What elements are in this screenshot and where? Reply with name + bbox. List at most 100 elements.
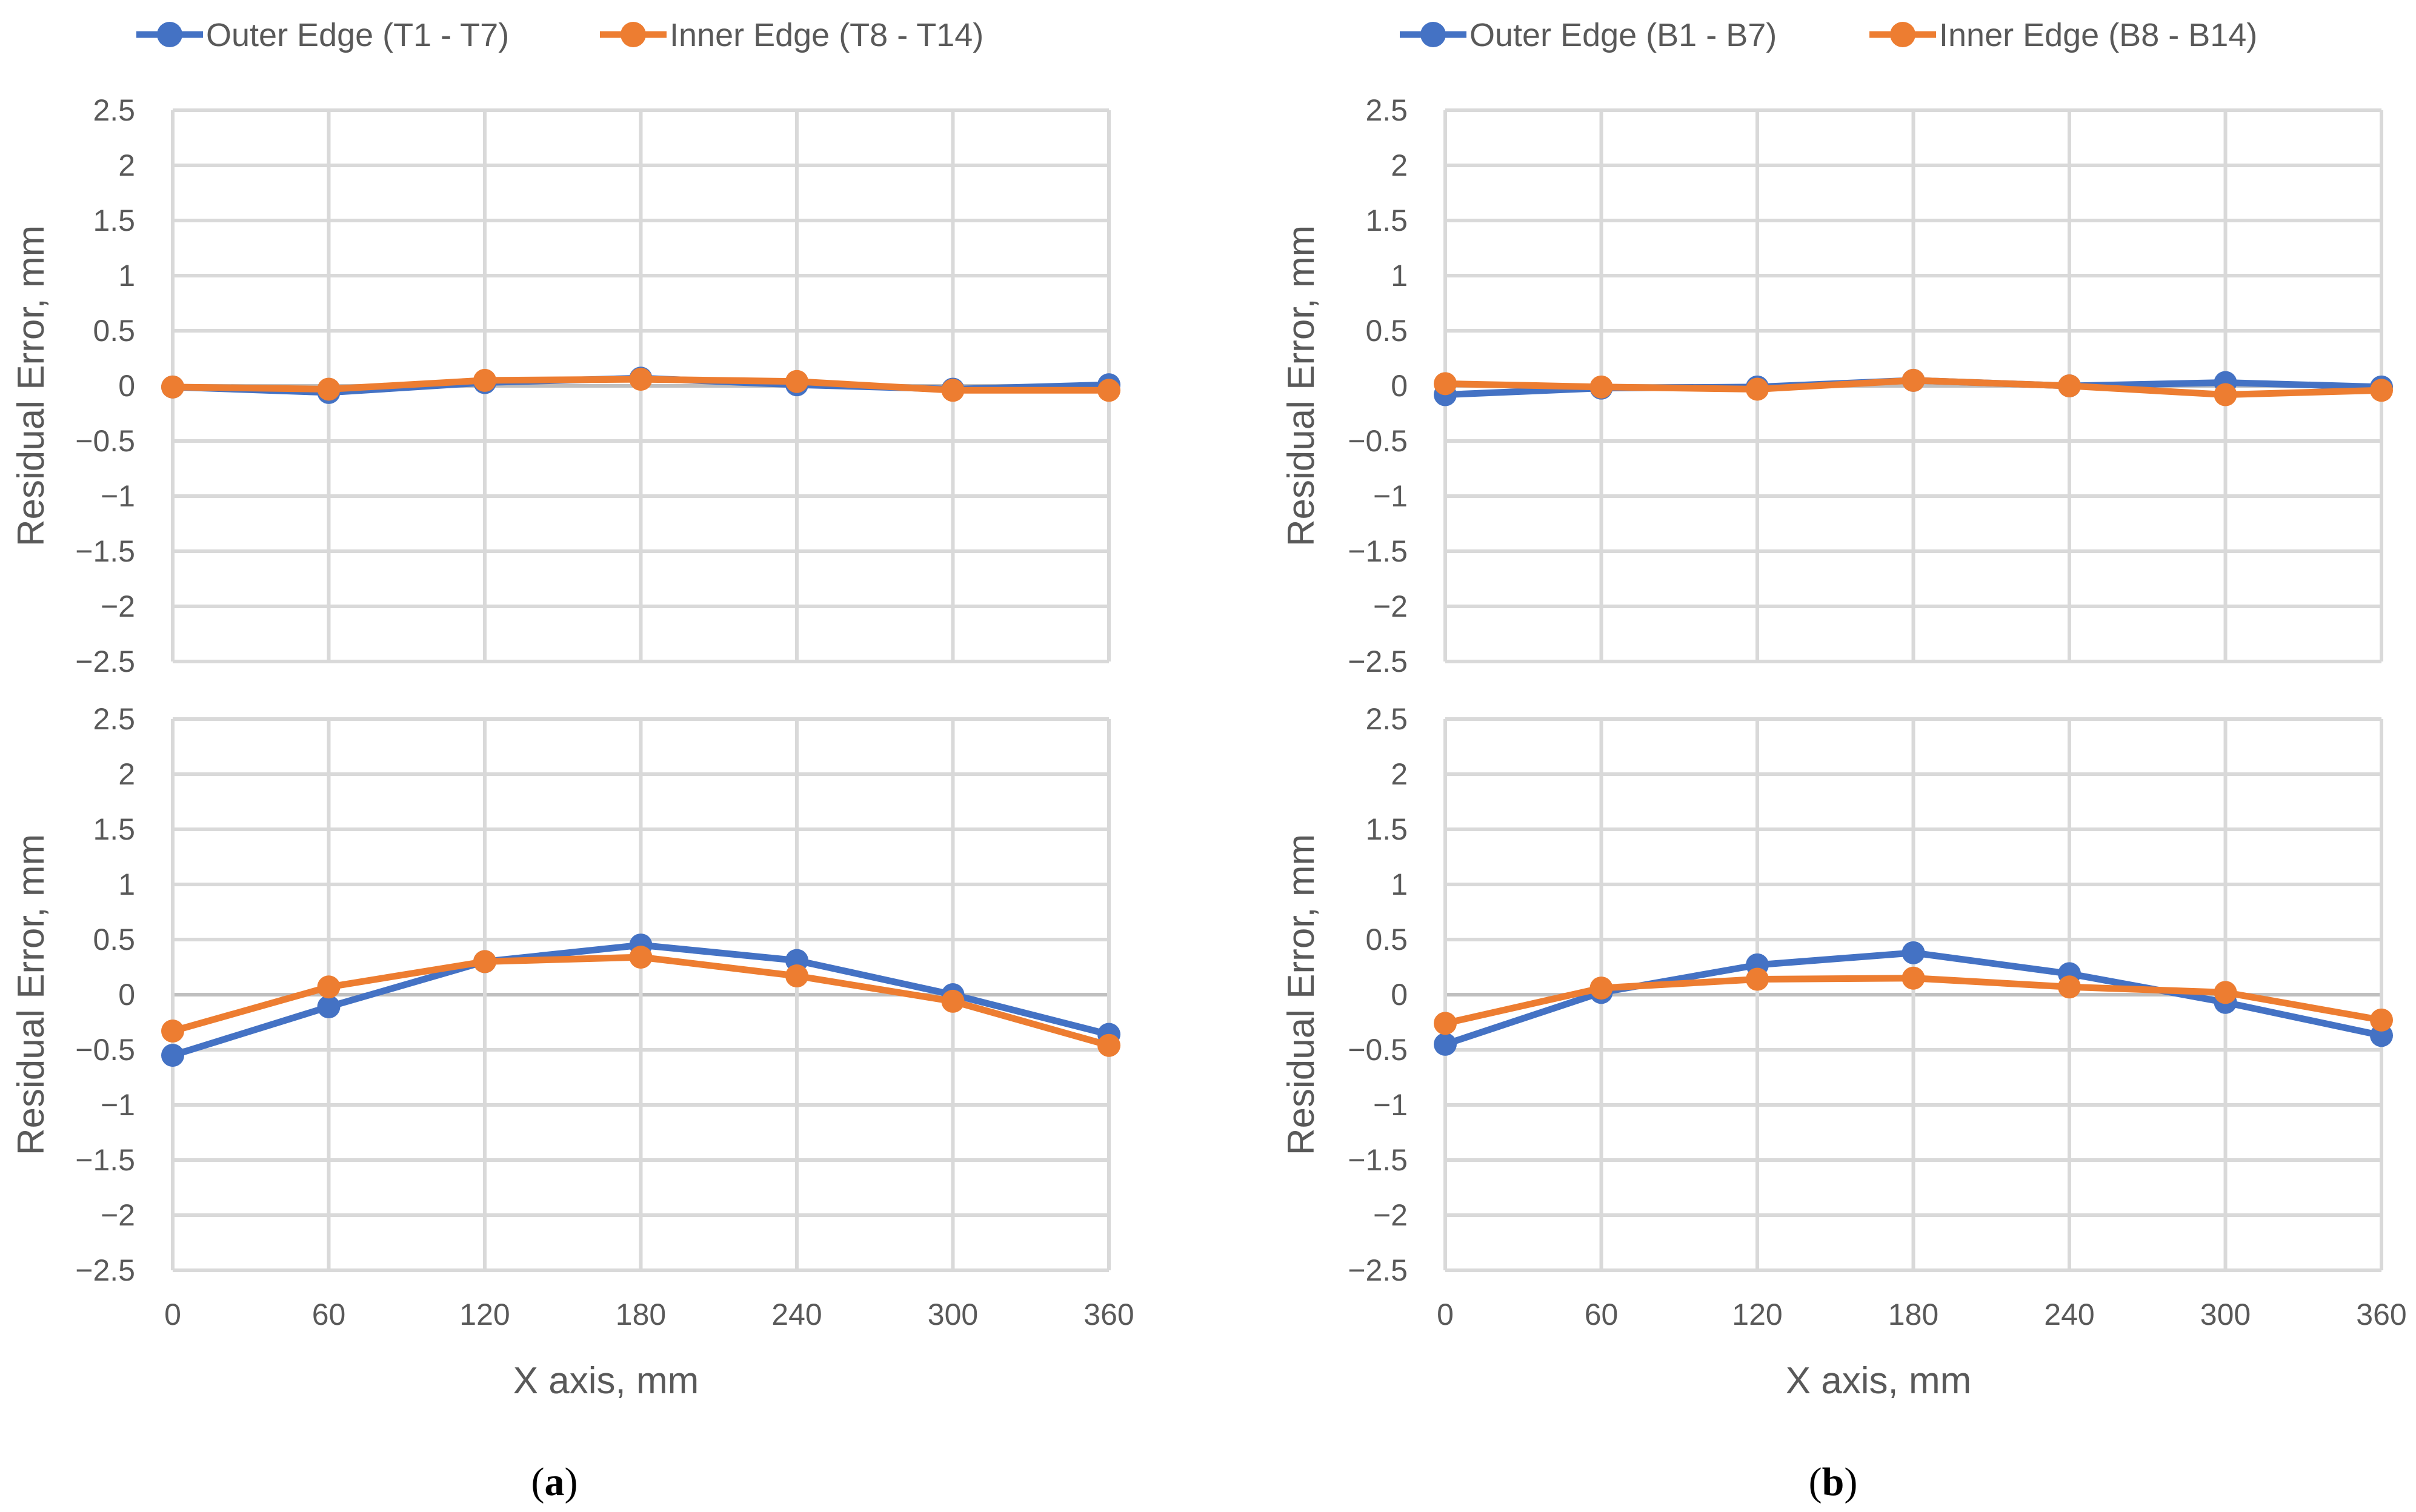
data-point-inner <box>1097 379 1120 402</box>
x-axis-title-b: X axis, mm <box>1786 1360 1972 1402</box>
y-tick-label: 1.5 <box>93 204 135 237</box>
y-tick-label: −1 <box>101 479 135 513</box>
y-tick-label: −1.5 <box>1348 1143 1408 1177</box>
data-point-inner <box>629 368 653 391</box>
y-tick-label: −2.5 <box>1348 645 1408 678</box>
data-point-inner <box>2370 379 2393 402</box>
y-axis-title: Residual Error, mm <box>1280 225 1322 547</box>
data-point-inner <box>1097 1033 1120 1057</box>
data-point-inner <box>2058 975 2081 999</box>
data-point-outer <box>1434 1032 1457 1056</box>
y-tick-label: −2.5 <box>1348 1253 1408 1287</box>
y-tick-label: −2.5 <box>75 645 135 678</box>
x-tick-label: 0 <box>1437 1298 1454 1331</box>
data-point-inner <box>941 989 965 1013</box>
data-point-outer <box>1902 941 1925 964</box>
data-point-inner <box>1434 372 1457 396</box>
x-tick-label: 180 <box>1888 1298 1938 1331</box>
y-axis-title: Residual Error, mm <box>1280 834 1322 1156</box>
y-tick-label: 1.5 <box>1365 204 1408 237</box>
y-tick-label: 1 <box>118 259 135 293</box>
y-tick-label: 2 <box>1391 757 1408 791</box>
data-point-inner <box>1902 368 1925 392</box>
data-point-inner <box>629 946 653 969</box>
y-tick-label: 0.5 <box>1365 314 1408 348</box>
data-point-inner <box>473 368 496 392</box>
x-tick-label: 120 <box>1732 1298 1782 1331</box>
y-tick-label: −2 <box>1373 1198 1408 1232</box>
data-point-inner <box>1589 375 1613 399</box>
x-tick-label: 60 <box>312 1298 346 1331</box>
data-point-inner <box>317 975 341 999</box>
y-tick-label: −2 <box>101 1198 135 1232</box>
data-point-inner <box>2058 374 2081 397</box>
data-point-inner <box>785 370 808 393</box>
y-tick-label: 2.5 <box>1365 702 1408 736</box>
y-tick-label: 0.5 <box>1365 923 1408 957</box>
data-point-inner <box>473 950 496 973</box>
y-tick-label: 1.5 <box>1365 812 1408 846</box>
data-point-outer <box>161 1044 184 1067</box>
data-point-inner <box>1746 967 1769 991</box>
y-tick-label: 0 <box>118 978 135 1012</box>
y-tick-label: −1.5 <box>75 1143 135 1177</box>
data-point-inner <box>1746 377 1769 401</box>
x-tick-label: 300 <box>2200 1298 2251 1331</box>
y-tick-label: 1 <box>1391 259 1408 293</box>
legend-b-outer-label: Outer Edge (B1 - B7) <box>1469 17 1777 53</box>
y-tick-label: −0.5 <box>75 1033 135 1067</box>
y-tick-label: −1.5 <box>75 534 135 568</box>
chart-a-bottom: 2.5 2 1.5 1 0.5 0 −0.5 −1 −1.5 −2 −2.5 0 60 120 180 240… <box>10 702 1134 1331</box>
x-tick-label: 240 <box>771 1298 822 1331</box>
x-tick-label: 120 <box>459 1298 510 1331</box>
y-tick-label: −1.5 <box>1348 534 1408 568</box>
x-axis-title-a: X axis, mm <box>513 1360 699 1402</box>
y-tick-label: −1 <box>101 1088 135 1122</box>
data-point-inner <box>785 964 808 988</box>
chart-a-top: 2.5 2 1.5 1 0.5 0 −0.5 −1 −1.5 −2 −2.5 Residual Err… <box>10 93 1120 678</box>
chart-b-bottom: 2.5 2 1.5 1 0.5 0 −0.5 −1 −1.5 −2 −2.5 0 60 120 180 240… <box>1280 702 2407 1331</box>
y-tick-label: −0.5 <box>1348 424 1408 458</box>
y-tick-label: 1 <box>1391 867 1408 901</box>
chart-b-top: 2.5 2 1.5 1 0.5 0 −0.5 −1 −1.5 −2 −2.5 Residual Err… <box>1280 93 2393 678</box>
x-tick-label: 0 <box>164 1298 181 1331</box>
y-tick-label: 1.5 <box>93 812 135 846</box>
y-tick-label: 2 <box>1391 148 1408 182</box>
panel-label-a: (a) <box>531 1460 578 1504</box>
legend-a-inner-label: Inner Edge (T8 - T14) <box>670 17 983 53</box>
data-point-inner <box>161 375 184 399</box>
data-point-inner <box>1589 976 1613 1000</box>
y-tick-label: 2 <box>118 148 135 182</box>
y-tick-label: 2 <box>118 757 135 791</box>
x-tick-label: 300 <box>928 1298 978 1331</box>
y-tick-label: −1 <box>1373 1088 1408 1122</box>
y-tick-label: 1 <box>118 867 135 901</box>
x-tick-label: 60 <box>1585 1298 1619 1331</box>
y-axis-title: Residual Error, mm <box>10 834 52 1156</box>
y-tick-label: 0.5 <box>93 923 135 957</box>
y-tick-label: 0 <box>118 369 135 403</box>
legend-a-outer-label: Outer Edge (T1 - T7) <box>206 17 509 53</box>
x-tick-label: 180 <box>616 1298 666 1331</box>
data-point-inner <box>1434 1012 1457 1035</box>
data-point-inner <box>2370 1008 2393 1032</box>
legend-a-outer-marker <box>157 22 182 47</box>
y-tick-label: 0.5 <box>93 314 135 348</box>
data-point-inner <box>1902 966 1925 990</box>
legend-a-inner-marker <box>621 22 646 47</box>
data-point-inner <box>2214 383 2237 406</box>
y-tick-label: −2 <box>101 589 135 623</box>
legend-b: Outer Edge (B1 - B7) Inner Edge (B8 - B1… <box>1400 17 2257 53</box>
x-tick-label: 360 <box>2356 1298 2406 1331</box>
y-tick-label: −0.5 <box>75 424 135 458</box>
y-tick-label: 2.5 <box>1365 93 1408 127</box>
x-tick-label: 360 <box>1083 1298 1134 1331</box>
legend-b-outer-marker <box>1420 22 1446 47</box>
y-tick-label: −1 <box>1373 479 1408 513</box>
y-tick-label: 0 <box>1391 978 1408 1012</box>
legend-b-inner-marker <box>1890 22 1915 47</box>
y-tick-label: −0.5 <box>1348 1033 1408 1067</box>
y-axis-title: Residual Error, mm <box>10 225 52 547</box>
y-tick-label: 2.5 <box>93 702 135 736</box>
